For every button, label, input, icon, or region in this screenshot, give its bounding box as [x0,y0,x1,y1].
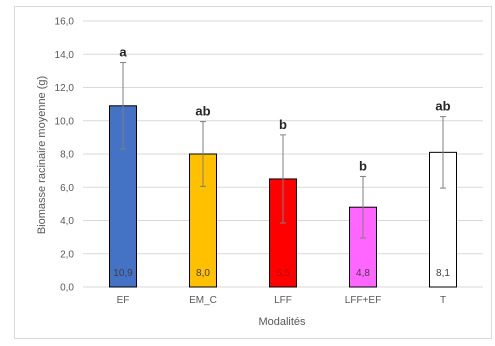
error-bars [120,62,446,239]
y-tick-label: 12,0 [55,83,75,94]
gridlines [83,20,483,288]
data-label: 6,5 [276,268,290,279]
y-tick-label: 8,0 [60,150,74,161]
y-tick-label: 0,0 [60,283,74,294]
y-tick-label: 2,0 [60,249,74,260]
x-tick-label: LFF+EF [345,295,381,306]
significance-label: b [359,158,367,173]
significance-label: b [279,117,287,132]
data-label: 10,9 [113,268,133,279]
x-tick-label: T [440,295,446,306]
data-label: 8,1 [436,268,450,279]
data-label: 4,8 [356,268,370,279]
significance-label: a [119,45,127,60]
y-tick-label: 10,0 [55,116,75,127]
x-tick-label: LFF [274,295,292,306]
x-tick-label: EM_C [189,295,217,306]
data-label: 8,0 [196,268,210,279]
y-tick-label: 14,0 [55,50,75,61]
y-axis-title: Biomasse racinaire moyenne (g) [36,76,48,234]
y-tick-label: 4,0 [60,216,74,227]
y-tick-label: 16,0 [55,17,75,28]
y-tick-label: 6,0 [60,183,74,194]
significance-label: ab [195,104,210,119]
labels: 0,0 2,0 4,0 6,0 8,0 10,0 12,0 14,0 16,0 a 10,9 EF ab… [55,17,451,307]
x-tick-label: EF [117,295,130,306]
x-axis-title: Modalités [258,316,306,328]
chart-area [14,6,492,339]
significance-label: ab [435,99,450,114]
